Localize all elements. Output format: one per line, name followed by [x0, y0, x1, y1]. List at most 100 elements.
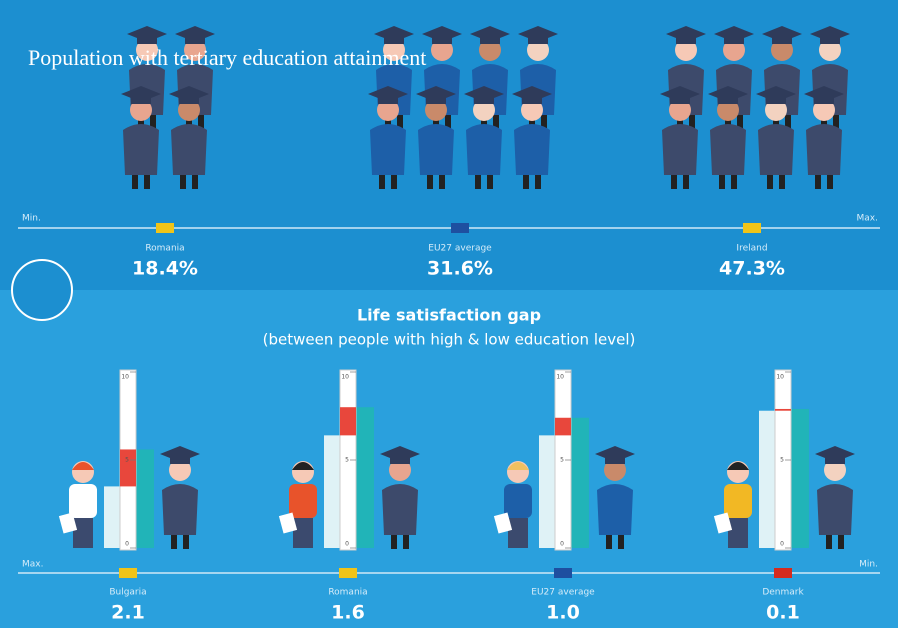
scale-tick-label: 10	[341, 374, 349, 381]
cap-base	[605, 456, 625, 464]
cap-base	[522, 96, 542, 104]
high-education-bar	[571, 418, 589, 548]
gown	[817, 484, 853, 535]
gown	[171, 124, 207, 175]
shirt	[724, 484, 752, 518]
high-education-bar	[791, 409, 809, 548]
value: 31.6%	[427, 258, 493, 280]
leg	[671, 175, 677, 189]
cap-base	[474, 96, 494, 104]
cap-base	[179, 96, 199, 104]
leg	[475, 175, 481, 189]
value: 18.4%	[132, 258, 198, 280]
leg	[731, 175, 737, 189]
axis-min: Min.	[22, 214, 41, 224]
country: EU27 average	[531, 588, 595, 598]
country: Bulgaria	[109, 588, 146, 598]
leg	[403, 535, 409, 549]
country: EU27 average	[428, 244, 492, 254]
cap-base	[378, 96, 398, 104]
infographic: Population with tertiary education attai…	[0, 0, 898, 628]
cap-base	[137, 36, 157, 44]
leg	[487, 175, 493, 189]
cap-base	[820, 36, 840, 44]
legs	[728, 518, 748, 548]
shirt	[504, 484, 532, 518]
gap-segment	[555, 418, 571, 436]
cap-base	[825, 456, 845, 464]
gown	[662, 124, 698, 175]
scale-tick-label: 5	[780, 457, 784, 464]
scale-tick-label: 10	[121, 374, 129, 381]
legs	[508, 518, 528, 548]
cap-base	[131, 96, 151, 104]
gown	[370, 124, 406, 175]
gown	[597, 484, 633, 535]
country: Ireland	[736, 244, 767, 254]
scale-tick-label: 5	[560, 457, 564, 464]
gown	[514, 124, 550, 175]
leg	[606, 535, 612, 549]
leg	[826, 535, 832, 549]
leg	[132, 175, 138, 189]
country: Denmark	[762, 588, 804, 598]
leg	[767, 175, 773, 189]
value: 2.1	[111, 602, 145, 624]
leg	[523, 175, 529, 189]
cap-base	[384, 36, 404, 44]
leg	[183, 535, 189, 549]
section-title: Life satisfaction gap	[357, 306, 541, 325]
leg	[779, 175, 785, 189]
flag	[554, 568, 572, 578]
scale-tick-label: 10	[776, 374, 784, 381]
leg	[144, 175, 150, 189]
flag	[339, 568, 357, 578]
shirt	[69, 484, 97, 518]
cap-base	[426, 96, 446, 104]
gap-segment	[775, 409, 791, 411]
value: 0.1	[766, 602, 800, 624]
value: 1.6	[331, 602, 365, 624]
gap-segment	[340, 407, 356, 435]
cap-base	[528, 36, 548, 44]
leg	[391, 535, 397, 549]
cap-base	[718, 96, 738, 104]
gown	[710, 124, 746, 175]
axis-min: Min.	[859, 560, 878, 570]
gown	[162, 484, 198, 535]
scale-tick-label: 5	[345, 457, 349, 464]
gown	[382, 484, 418, 535]
leg	[827, 175, 833, 189]
scale-tick-label: 0	[560, 541, 564, 548]
country: Romania	[328, 588, 367, 598]
cap-base	[766, 96, 786, 104]
country: Romania	[145, 244, 184, 254]
cap-base	[814, 96, 834, 104]
flag	[774, 568, 792, 578]
leg	[439, 175, 445, 189]
high-education-bar	[136, 449, 154, 548]
gown	[466, 124, 502, 175]
flag	[156, 223, 174, 233]
value: 47.3%	[719, 258, 785, 280]
icon-circle	[12, 260, 72, 320]
flag	[451, 223, 469, 233]
gown	[418, 124, 454, 175]
leg	[379, 175, 385, 189]
cap-base	[390, 456, 410, 464]
scale-tick-label: 0	[345, 541, 349, 548]
leg	[838, 535, 844, 549]
leg	[171, 535, 177, 549]
scale-tick-label: 0	[125, 541, 129, 548]
scale-tick-label: 0	[780, 541, 784, 548]
leg	[427, 175, 433, 189]
cap-base	[724, 36, 744, 44]
title: Population with tertiary education attai…	[28, 45, 426, 70]
axis-max: Max.	[857, 214, 878, 224]
value: 1.0	[546, 602, 580, 624]
cap-base	[772, 36, 792, 44]
gown	[758, 124, 794, 175]
leg	[192, 175, 198, 189]
gown	[123, 124, 159, 175]
leg	[618, 535, 624, 549]
